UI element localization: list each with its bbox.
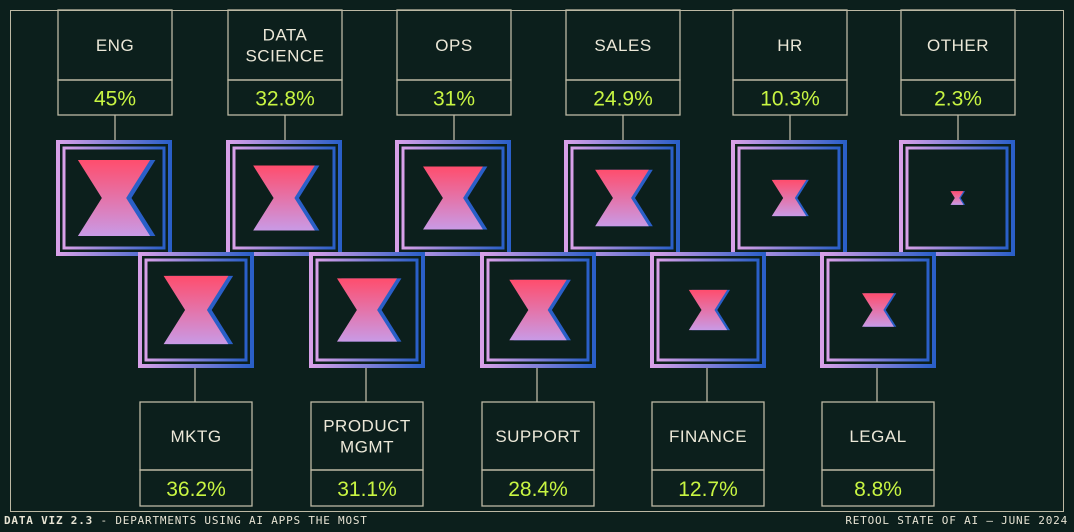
- bottom-1-box: [310, 401, 424, 471]
- bottom-1-glyph: [336, 278, 398, 342]
- top-0-glyph: [77, 160, 151, 236]
- bottom-1-value: 31.1%: [337, 478, 397, 501]
- top-1-value: 32.8%: [255, 88, 315, 111]
- bottom-0-glyph: [163, 275, 229, 345]
- bottom-3-value: 12.7%: [678, 478, 738, 501]
- bottom-2-value: 28.4%: [508, 478, 568, 501]
- top-3-glyph: [595, 169, 649, 227]
- top-4-inner: [737, 146, 841, 250]
- bottom-2-inner: [486, 258, 590, 362]
- top-2-glyph: [423, 166, 483, 230]
- top-0-inner: [62, 146, 166, 250]
- top-0-frame: [56, 140, 172, 256]
- bottom-3-label: FINANCE: [669, 427, 747, 446]
- top-4-glyph: [771, 179, 807, 217]
- bottom-1-label: MGMT: [340, 438, 394, 457]
- bottom-4-glyph: [862, 293, 894, 327]
- top-1-glyph: [253, 165, 315, 231]
- bottom-4-value-box: [821, 469, 935, 507]
- top-5-glyph: [950, 191, 964, 205]
- bottom-4-label: LEGAL: [849, 427, 906, 446]
- top-4-label: HR: [777, 36, 803, 55]
- bottom-1-inner: [315, 258, 419, 362]
- top-5-label: OTHER: [927, 36, 989, 55]
- bottom-4-inner: [826, 258, 930, 362]
- top-4-value: 10.3%: [760, 88, 820, 111]
- top-5-value: 2.3%: [934, 88, 982, 111]
- bottom-1-frame: [309, 252, 425, 368]
- bottom-0-frame: [138, 252, 254, 368]
- top-3-inner: [570, 146, 674, 250]
- bottom-3-glyph: [688, 289, 728, 331]
- footer-title: DEPARTMENTS USING AI APPS THE MOST: [115, 514, 368, 527]
- bottom-0-value: 36.2%: [166, 478, 226, 501]
- top-2-value: 31%: [433, 88, 475, 111]
- bottom-4-value: 8.8%: [854, 478, 902, 501]
- top-3-label: SALES: [594, 36, 651, 55]
- bottom-2-glyph: [509, 279, 567, 341]
- chart-frame: [10, 10, 1064, 512]
- bottom-4-frame: [820, 252, 936, 368]
- top-4-frame: [731, 140, 847, 256]
- bottom-3-value-box: [651, 469, 765, 507]
- top-3-value: 24.9%: [593, 88, 653, 111]
- top-3-frame: [564, 140, 680, 256]
- bottom-0-label: MKTG: [170, 427, 221, 446]
- top-1-box: [227, 9, 343, 81]
- top-1-label: SCIENCE: [245, 47, 324, 66]
- bottom-2-label: SUPPORT: [495, 427, 580, 446]
- top-1-label: DATA: [263, 26, 308, 45]
- bottom-1-value-box: [310, 469, 424, 507]
- top-0-label: ENG: [96, 36, 134, 55]
- bottom-0-value-box: [139, 469, 253, 507]
- bottom-3-frame: [650, 252, 766, 368]
- footer-code: DATA VIZ 2.3: [4, 514, 94, 527]
- bottom-0-inner: [144, 258, 248, 362]
- top-5-inner: [905, 146, 1009, 250]
- bottom-3-inner: [656, 258, 760, 362]
- top-1-inner: [232, 146, 336, 250]
- bottom-2-frame: [480, 252, 596, 368]
- footer-right: RETOOL STATE OF AI — JUNE 2024: [845, 514, 1068, 527]
- bottom-2-value-box: [481, 469, 595, 507]
- top-2-frame: [395, 140, 511, 256]
- top-2-label: OPS: [435, 36, 472, 55]
- bottom-1-label: PRODUCT: [323, 417, 411, 436]
- top-1-frame: [226, 140, 342, 256]
- top-5-frame: [899, 140, 1015, 256]
- top-2-inner: [401, 146, 505, 250]
- footer-separator: -: [93, 514, 116, 527]
- footer-left: DATA VIZ 2.3 - DEPARTMENTS USING AI APPS…: [4, 514, 368, 527]
- top-0-value: 45%: [94, 88, 136, 111]
